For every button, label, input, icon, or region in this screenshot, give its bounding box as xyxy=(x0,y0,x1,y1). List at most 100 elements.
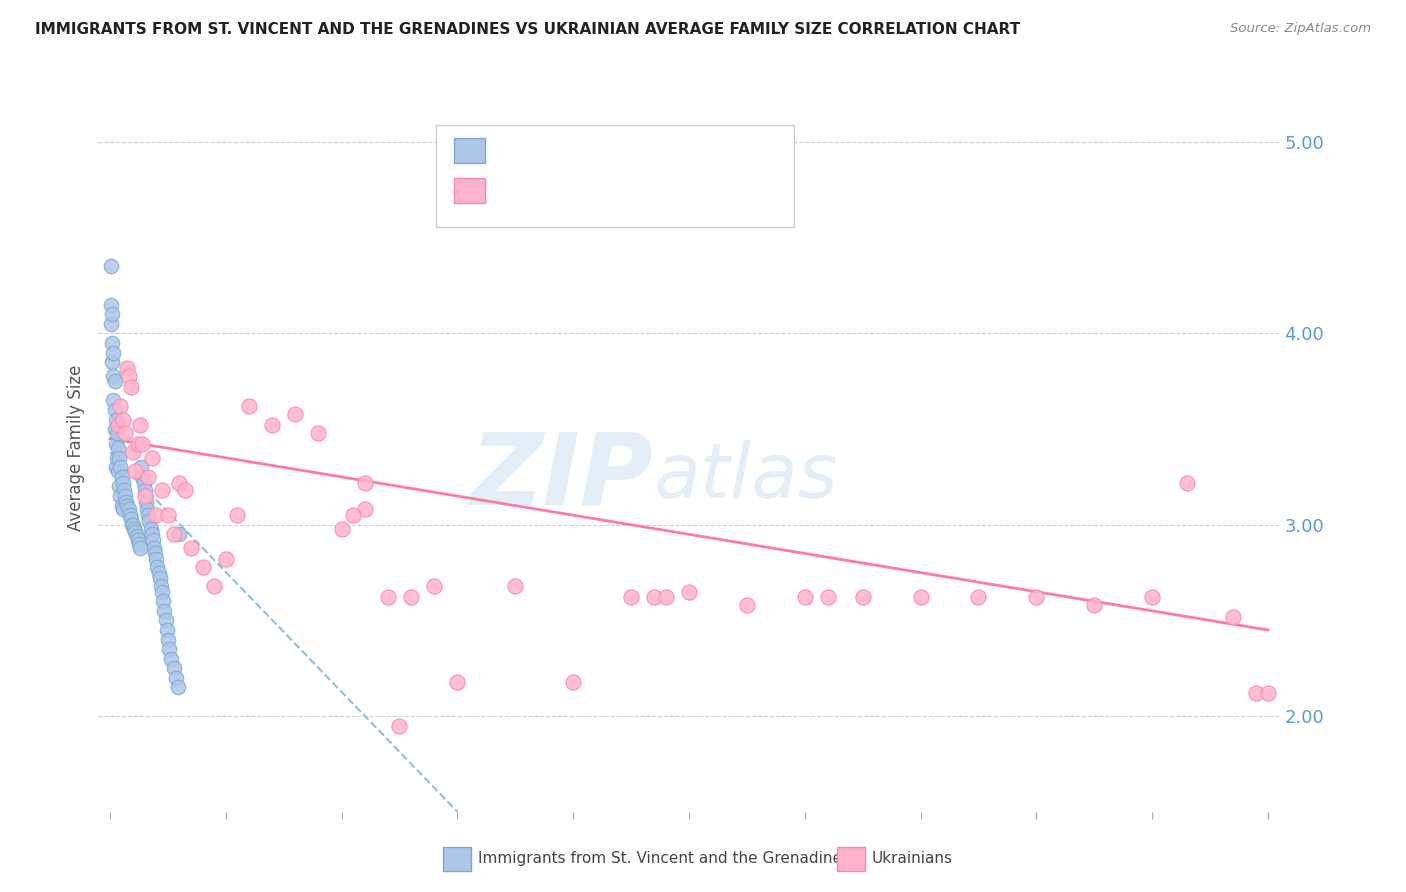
Point xyxy=(353,502,375,516)
Point xyxy=(141,527,163,541)
Point xyxy=(132,475,155,490)
Point xyxy=(174,483,197,498)
Point xyxy=(353,475,375,490)
Point xyxy=(104,374,127,388)
Point xyxy=(226,508,249,523)
Point xyxy=(108,450,131,465)
Point xyxy=(128,537,150,551)
Point xyxy=(110,460,132,475)
Point xyxy=(121,517,143,532)
Point xyxy=(107,464,129,478)
Point xyxy=(114,425,136,440)
Point xyxy=(115,495,138,509)
Point xyxy=(117,360,139,375)
Point xyxy=(129,460,152,475)
Point xyxy=(1025,591,1047,605)
Point xyxy=(124,464,146,478)
Point xyxy=(142,533,165,547)
Text: ZIP: ZIP xyxy=(471,429,654,525)
Point xyxy=(143,546,166,560)
Point xyxy=(108,479,131,493)
Point xyxy=(136,508,159,523)
Point xyxy=(110,470,132,484)
Point xyxy=(156,508,179,523)
Text: -0.430: -0.430 xyxy=(540,182,605,200)
Point xyxy=(503,579,526,593)
Point xyxy=(125,529,148,543)
Point xyxy=(127,437,149,451)
Point xyxy=(620,591,643,605)
Point xyxy=(112,483,135,498)
Point xyxy=(129,418,152,433)
Text: R =: R = xyxy=(494,142,533,160)
Point xyxy=(138,514,160,528)
Point xyxy=(852,591,875,605)
Point xyxy=(155,614,177,628)
Point xyxy=(105,425,128,440)
Point xyxy=(202,579,225,593)
Point xyxy=(110,399,132,413)
Point xyxy=(122,517,145,532)
Point xyxy=(377,591,399,605)
Point xyxy=(735,598,758,612)
Point xyxy=(1140,591,1163,605)
Point xyxy=(149,571,172,585)
Point xyxy=(124,522,146,536)
Point xyxy=(156,632,179,647)
Point xyxy=(135,495,157,509)
Point xyxy=(110,499,132,513)
Point xyxy=(678,584,700,599)
Point xyxy=(143,541,166,555)
Point xyxy=(131,437,153,451)
Point xyxy=(153,604,176,618)
Point xyxy=(139,522,162,536)
Point xyxy=(117,368,139,383)
Point xyxy=(307,425,329,440)
Text: 72: 72 xyxy=(669,142,695,160)
Point xyxy=(157,642,180,657)
Point xyxy=(655,591,678,605)
Point xyxy=(145,552,167,566)
Point xyxy=(134,483,156,498)
Point xyxy=(145,508,167,523)
Point xyxy=(131,470,153,484)
Point xyxy=(104,403,127,417)
Point xyxy=(101,307,124,321)
Point xyxy=(120,512,142,526)
Point xyxy=(136,502,159,516)
Point xyxy=(910,591,932,605)
Point xyxy=(101,355,124,369)
Point xyxy=(149,579,172,593)
Point xyxy=(169,527,191,541)
Point xyxy=(104,412,127,426)
Point xyxy=(150,483,173,498)
Point xyxy=(191,559,214,574)
Point xyxy=(1246,686,1268,700)
Point xyxy=(129,541,152,555)
Point xyxy=(562,674,585,689)
Point xyxy=(136,470,159,484)
Text: N =: N = xyxy=(609,182,666,200)
Point xyxy=(141,450,163,465)
Point xyxy=(111,412,134,426)
Text: Immigrants from St. Vincent and the Grenadines: Immigrants from St. Vincent and the Gren… xyxy=(478,851,851,865)
Point xyxy=(101,336,124,351)
Point xyxy=(446,674,468,689)
Point xyxy=(100,298,122,312)
Point xyxy=(399,591,422,605)
Text: -0.257: -0.257 xyxy=(540,142,605,160)
Point xyxy=(152,594,174,608)
Point xyxy=(167,681,190,695)
Point xyxy=(148,566,170,580)
Point xyxy=(793,591,815,605)
Point xyxy=(163,661,186,675)
Point xyxy=(118,508,141,523)
Point xyxy=(120,380,142,394)
Point xyxy=(105,450,128,465)
Point xyxy=(1257,686,1279,700)
Point xyxy=(114,489,136,503)
Point xyxy=(150,584,173,599)
Point xyxy=(124,525,146,540)
Point xyxy=(1083,598,1105,612)
Point xyxy=(1175,475,1198,490)
